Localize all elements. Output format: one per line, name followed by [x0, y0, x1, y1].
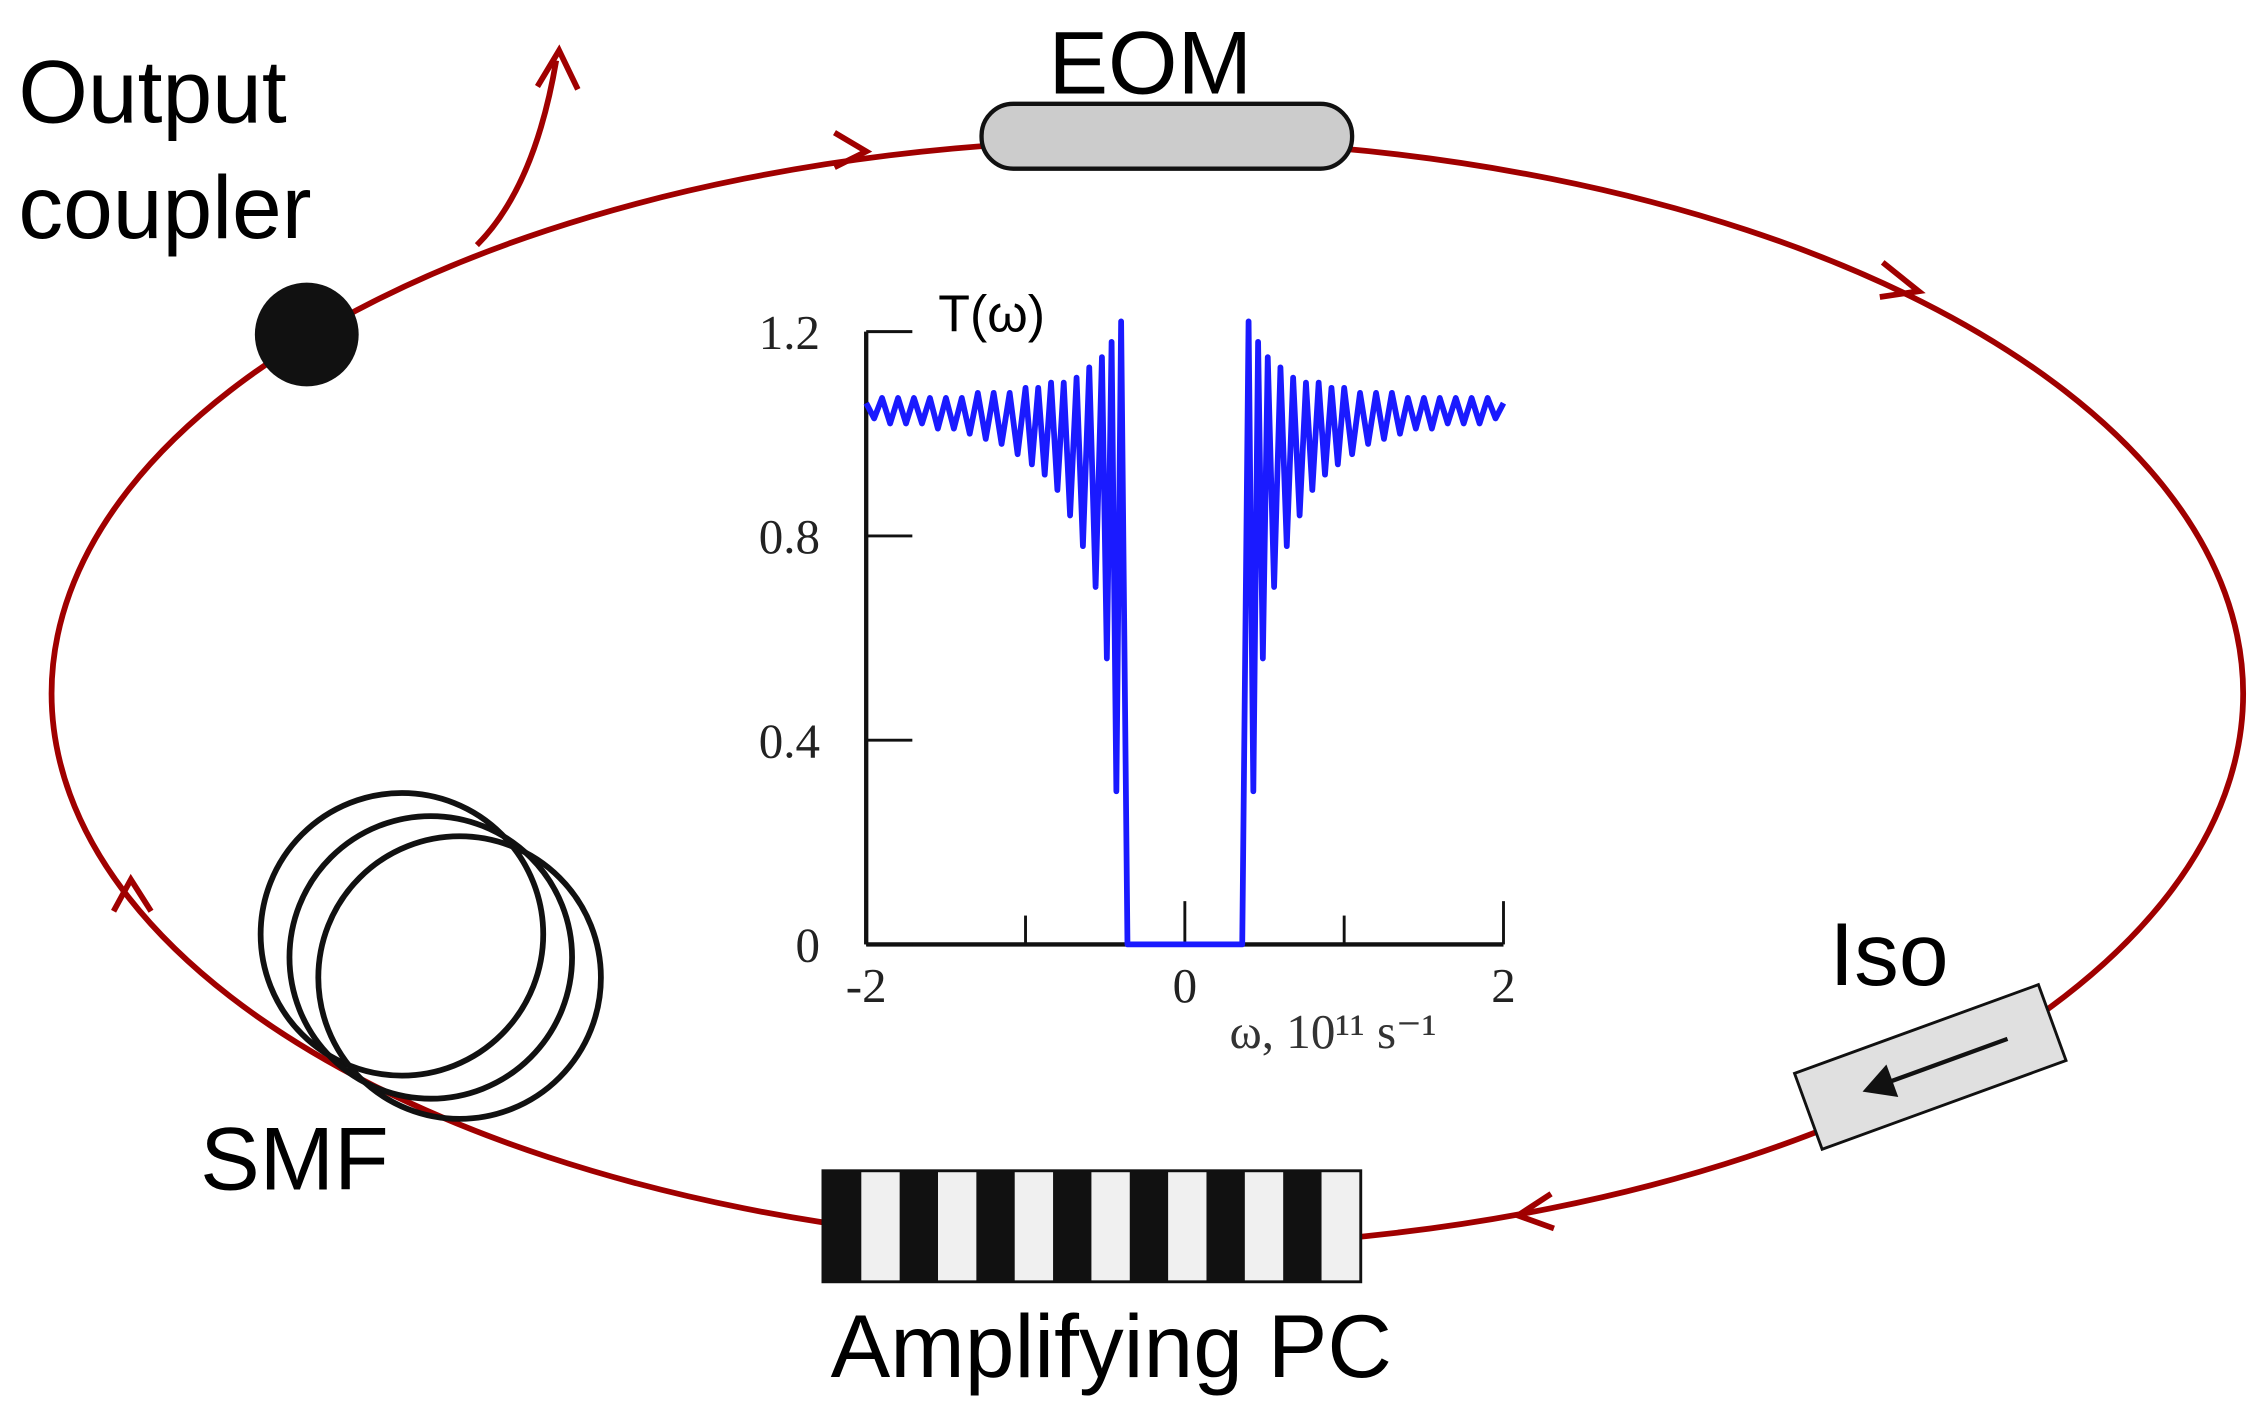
label: Output: [18, 42, 286, 142]
label: SMF: [200, 1109, 389, 1209]
pc-stripe: [1053, 1170, 1092, 1282]
y-axis-label: T(ω): [938, 285, 1045, 343]
curve: [863, 318, 1507, 948]
output-coupler: [254, 282, 359, 387]
output-path: [474, 60, 560, 248]
inset-chart: 0 0.4 0.8 1.2 -2 0 2 T(ω) ω, 10¹¹ s⁻¹: [759, 285, 1516, 1060]
pc-stripe: [1206, 1170, 1245, 1282]
y-tick-label: 0.8: [759, 509, 820, 564]
x-tick-label: -2: [846, 958, 887, 1013]
label: Iso: [1829, 904, 1948, 1004]
x-tick-label: 0: [1173, 958, 1198, 1013]
output-arrow: [534, 44, 581, 91]
pc-stripe: [899, 1170, 939, 1282]
isolator: [1792, 982, 2068, 1152]
pc-stripe: [822, 1170, 862, 1282]
eom: [979, 101, 1355, 171]
x-axis-label: ω, 10¹¹ s⁻¹: [1230, 1004, 1437, 1059]
label: coupler: [18, 157, 311, 257]
y-tick-label: 0: [796, 918, 821, 973]
direction-arrows: [111, 130, 1926, 1232]
smf-coil: [257, 790, 604, 1122]
label: EOM: [1048, 13, 1252, 113]
y-tick-label: 1.2: [759, 305, 820, 360]
x-tick-label: 2: [1491, 958, 1516, 1013]
pc-stripe: [1129, 1170, 1169, 1282]
pc-stripe: [1283, 1170, 1322, 1282]
pc-stripe: [976, 1170, 1015, 1282]
amplifying-pc: [821, 1169, 1363, 1284]
label: Amplifying PC: [831, 1296, 1392, 1396]
y-tick-label: 0.4: [759, 713, 820, 768]
